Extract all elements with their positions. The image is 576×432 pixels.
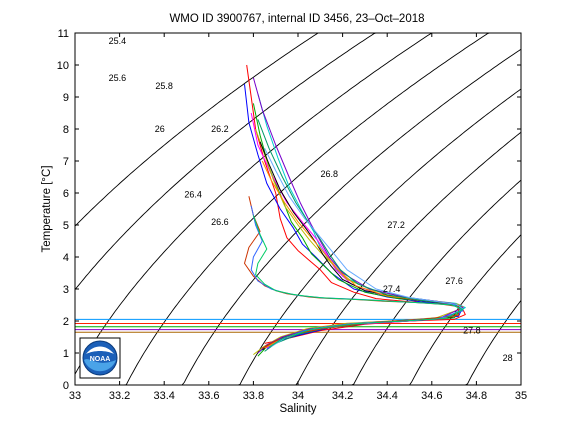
y-tick-label: 11 xyxy=(58,28,69,40)
contour-label: 27.8 xyxy=(463,326,481,336)
chart-title: WMO ID 3900767, internal ID 3456, 23–Oct… xyxy=(169,13,424,25)
density-contour xyxy=(347,179,522,386)
density-contour xyxy=(460,300,522,386)
contour-label: 27.4 xyxy=(383,284,401,294)
y-tick-label: 3 xyxy=(63,284,69,296)
profile-line xyxy=(252,215,464,348)
y-tick-label: 10 xyxy=(57,60,69,72)
contour-label: 25.6 xyxy=(109,73,127,83)
contour-label: 26.6 xyxy=(211,217,229,227)
x-tick-label: 33.8 xyxy=(243,390,264,402)
y-tick-label: 8 xyxy=(63,124,69,136)
contour-label: 26.8 xyxy=(320,169,338,179)
contour-label: 26.2 xyxy=(211,124,229,134)
x-tick-label: 34.4 xyxy=(376,390,397,402)
y-tick-label: 9 xyxy=(63,92,69,104)
density-contour xyxy=(74,32,399,290)
contour-label: 28 xyxy=(503,353,513,363)
density-contour xyxy=(175,48,522,386)
y-tick-label: 2 xyxy=(63,316,69,328)
density-contour xyxy=(74,32,343,227)
y-axis: 0 1 2 3 4 5 6 7 8 9 10 11 xyxy=(57,28,521,392)
x-axis-label: Salinity xyxy=(279,403,316,415)
y-tick-label: 4 xyxy=(63,252,69,264)
x-tick-label: 33.4 xyxy=(153,390,174,402)
profile-line xyxy=(257,93,466,352)
noaa-logo: NOAA xyxy=(79,337,121,379)
contour-label: 27.2 xyxy=(387,220,405,230)
density-contour xyxy=(402,234,522,386)
contour-labels: 25.4 25.6 25.8 26 26.2 26.4 26.6 26.8 27.2 27.4 27… xyxy=(109,36,513,363)
x-axis: 33 33.2 33.4 33.6 33.8 34 34.2 34.4 34.6 34.8 35 xyxy=(69,33,527,402)
profile-series xyxy=(244,64,466,357)
density-contour xyxy=(233,88,522,386)
reference-lines xyxy=(75,318,521,333)
density-contour xyxy=(74,32,457,375)
y-tick-label: 1 xyxy=(63,348,69,360)
y-tick-label: 0 xyxy=(63,380,69,392)
noaa-logo-text: NOAA xyxy=(90,356,111,363)
profile-line xyxy=(257,119,462,352)
contour-label: 25.4 xyxy=(109,36,127,46)
x-tick-label: 33.2 xyxy=(109,390,130,402)
x-tick-label: 34.8 xyxy=(466,390,487,402)
contour-label: 26.4 xyxy=(184,190,202,200)
contour-label: 26 xyxy=(155,124,165,134)
x-tick-label: 34 xyxy=(292,390,304,402)
y-tick-label: 7 xyxy=(63,156,69,168)
profile-line xyxy=(264,147,464,348)
x-tick-label: 33.6 xyxy=(198,390,219,402)
x-tick-label: 33 xyxy=(69,390,81,402)
y-axis-label: Temperature [°C] xyxy=(41,165,53,252)
y-tick-label: 6 xyxy=(63,188,69,200)
contour-label: 27.6 xyxy=(445,276,463,286)
density-contour xyxy=(119,32,513,386)
profile-line xyxy=(244,84,464,351)
x-tick-label: 34.6 xyxy=(421,390,442,402)
contour-label: 25.8 xyxy=(155,81,173,91)
x-tick-label: 34.2 xyxy=(332,390,353,402)
x-tick-label: 35 xyxy=(515,390,527,402)
y-tick-label: 5 xyxy=(63,220,69,232)
profile-line xyxy=(250,112,464,349)
